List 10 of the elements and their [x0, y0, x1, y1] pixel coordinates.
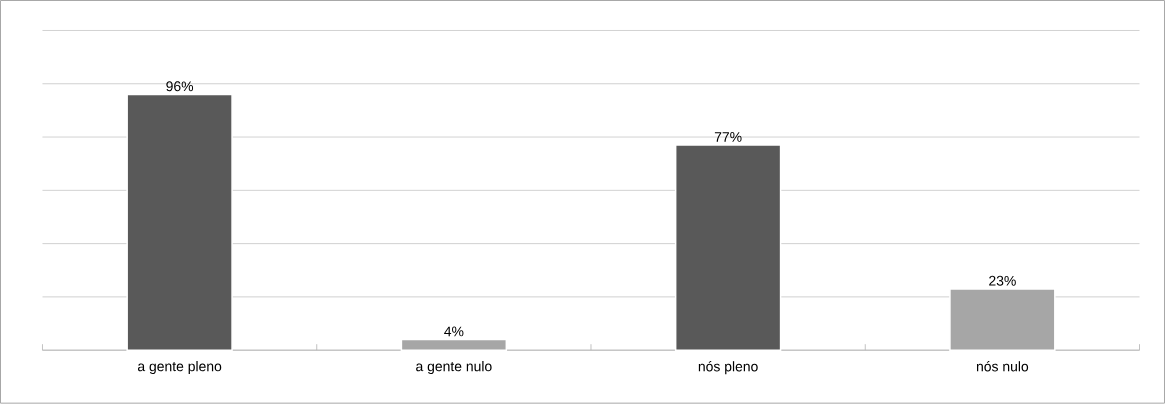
x-tick-label: nós pleno: [698, 361, 758, 375]
x-tick-label: a gente pleno: [137, 361, 222, 375]
data-label: 77%: [714, 132, 742, 143]
data-label: 23%: [989, 276, 1016, 286]
x-tick-label: a gente nulo: [416, 361, 492, 375]
data-label: 4%: [444, 326, 464, 337]
data-label: 96%: [166, 81, 194, 92]
bar: [674, 144, 782, 352]
bar: [126, 93, 233, 352]
x-tick-label: nós nulo: [976, 361, 1029, 372]
